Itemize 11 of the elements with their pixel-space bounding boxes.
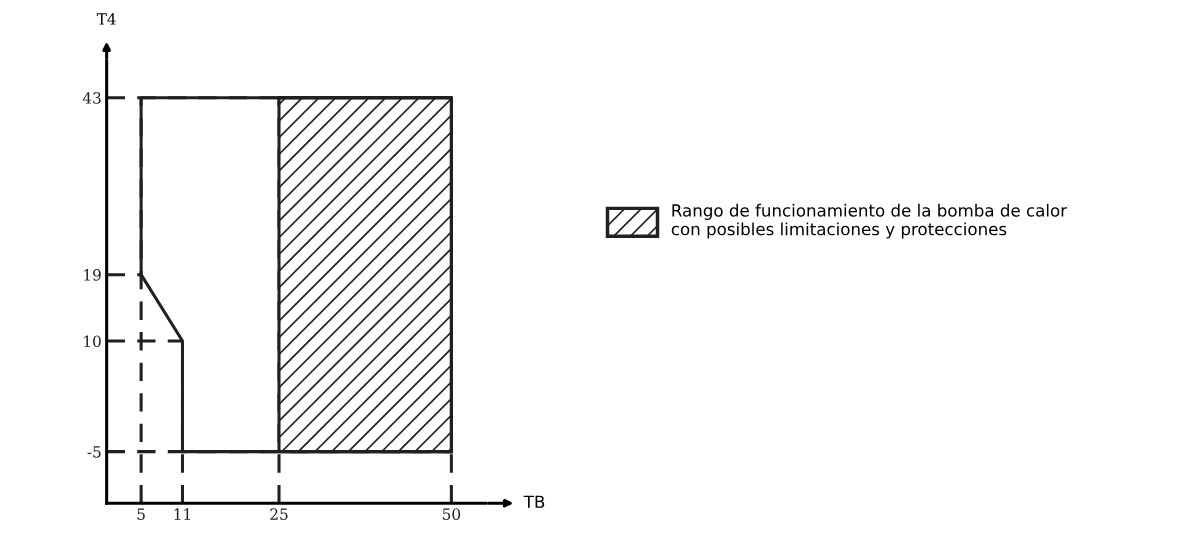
y-tick-label: 10 bbox=[84, 335, 101, 348]
y-tick-label: 43 bbox=[82, 92, 101, 104]
x-tick-label: 50 bbox=[442, 508, 461, 520]
x-tick-label: 25 bbox=[270, 508, 288, 520]
y-tick-label: -5 bbox=[87, 446, 101, 458]
y-axis-title: T4 bbox=[96, 13, 116, 25]
text: Rango de funcionamiento de la bomba de calor con posibles limitaciones y protecciones bbox=[671, 203, 1068, 239]
x-axis-title: TB bbox=[523, 495, 545, 508]
y-tick-label: 19 bbox=[84, 269, 101, 281]
x-tick-label: 11 bbox=[174, 508, 191, 520]
x-tick-label: 5 bbox=[137, 508, 145, 520]
